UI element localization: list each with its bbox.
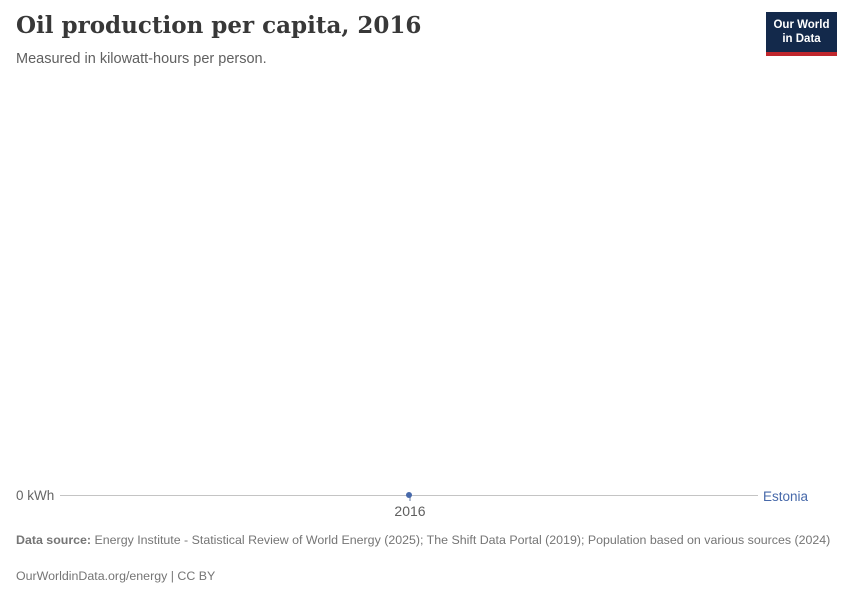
data-source-text: Energy Institute - Statistical Review of… — [94, 533, 831, 547]
data-point-estonia-2016[interactable] — [406, 492, 412, 498]
owid-logo[interactable]: Our World in Data — [766, 12, 837, 56]
chart-subtitle: Measured in kilowatt-hours per person. — [16, 51, 267, 67]
data-source-note: Data source: Energy Institute - Statisti… — [16, 532, 832, 549]
owid-logo-line1: Our World — [773, 19, 830, 31]
series-label-estonia[interactable]: Estonia — [763, 489, 809, 504]
y-axis-zero-label: 0 kWh — [16, 488, 55, 503]
owid-logo-line2: in Data — [782, 32, 821, 45]
x-axis-tick-label: 2016 — [394, 503, 426, 519]
footer-link[interactable]: OurWorldinData.org/energy | CC BY — [16, 569, 216, 583]
data-source-label: Data source: — [16, 533, 92, 547]
chart-title: Oil production per capita, 2016 — [16, 12, 422, 39]
x-axis-tick — [409, 496, 411, 501]
